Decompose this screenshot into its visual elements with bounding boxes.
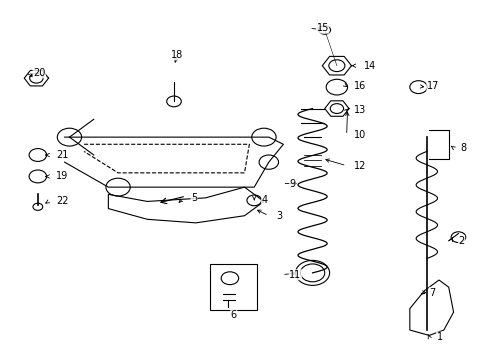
Text: 3: 3 [276,211,282,221]
Text: 1: 1 [436,332,442,342]
Text: 2: 2 [458,236,464,246]
Text: 19: 19 [56,171,68,181]
Text: 14: 14 [363,61,375,71]
Text: 11: 11 [288,270,301,280]
Text: 22: 22 [56,197,68,206]
Text: 9: 9 [289,179,295,189]
Text: 15: 15 [316,23,328,33]
Text: 10: 10 [353,130,366,140]
Text: 18: 18 [171,50,183,60]
Text: 6: 6 [230,310,236,320]
Text: 4: 4 [261,195,267,204]
Text: 17: 17 [426,81,438,91]
Text: 20: 20 [33,68,45,78]
Text: 21: 21 [56,150,68,160]
Text: 8: 8 [460,143,466,153]
Text: 7: 7 [428,288,435,297]
Text: 12: 12 [353,161,366,171]
Bar [210,264,256,310]
Text: 16: 16 [353,81,366,91]
Text: 5: 5 [191,193,197,203]
Text: 13: 13 [353,105,366,115]
